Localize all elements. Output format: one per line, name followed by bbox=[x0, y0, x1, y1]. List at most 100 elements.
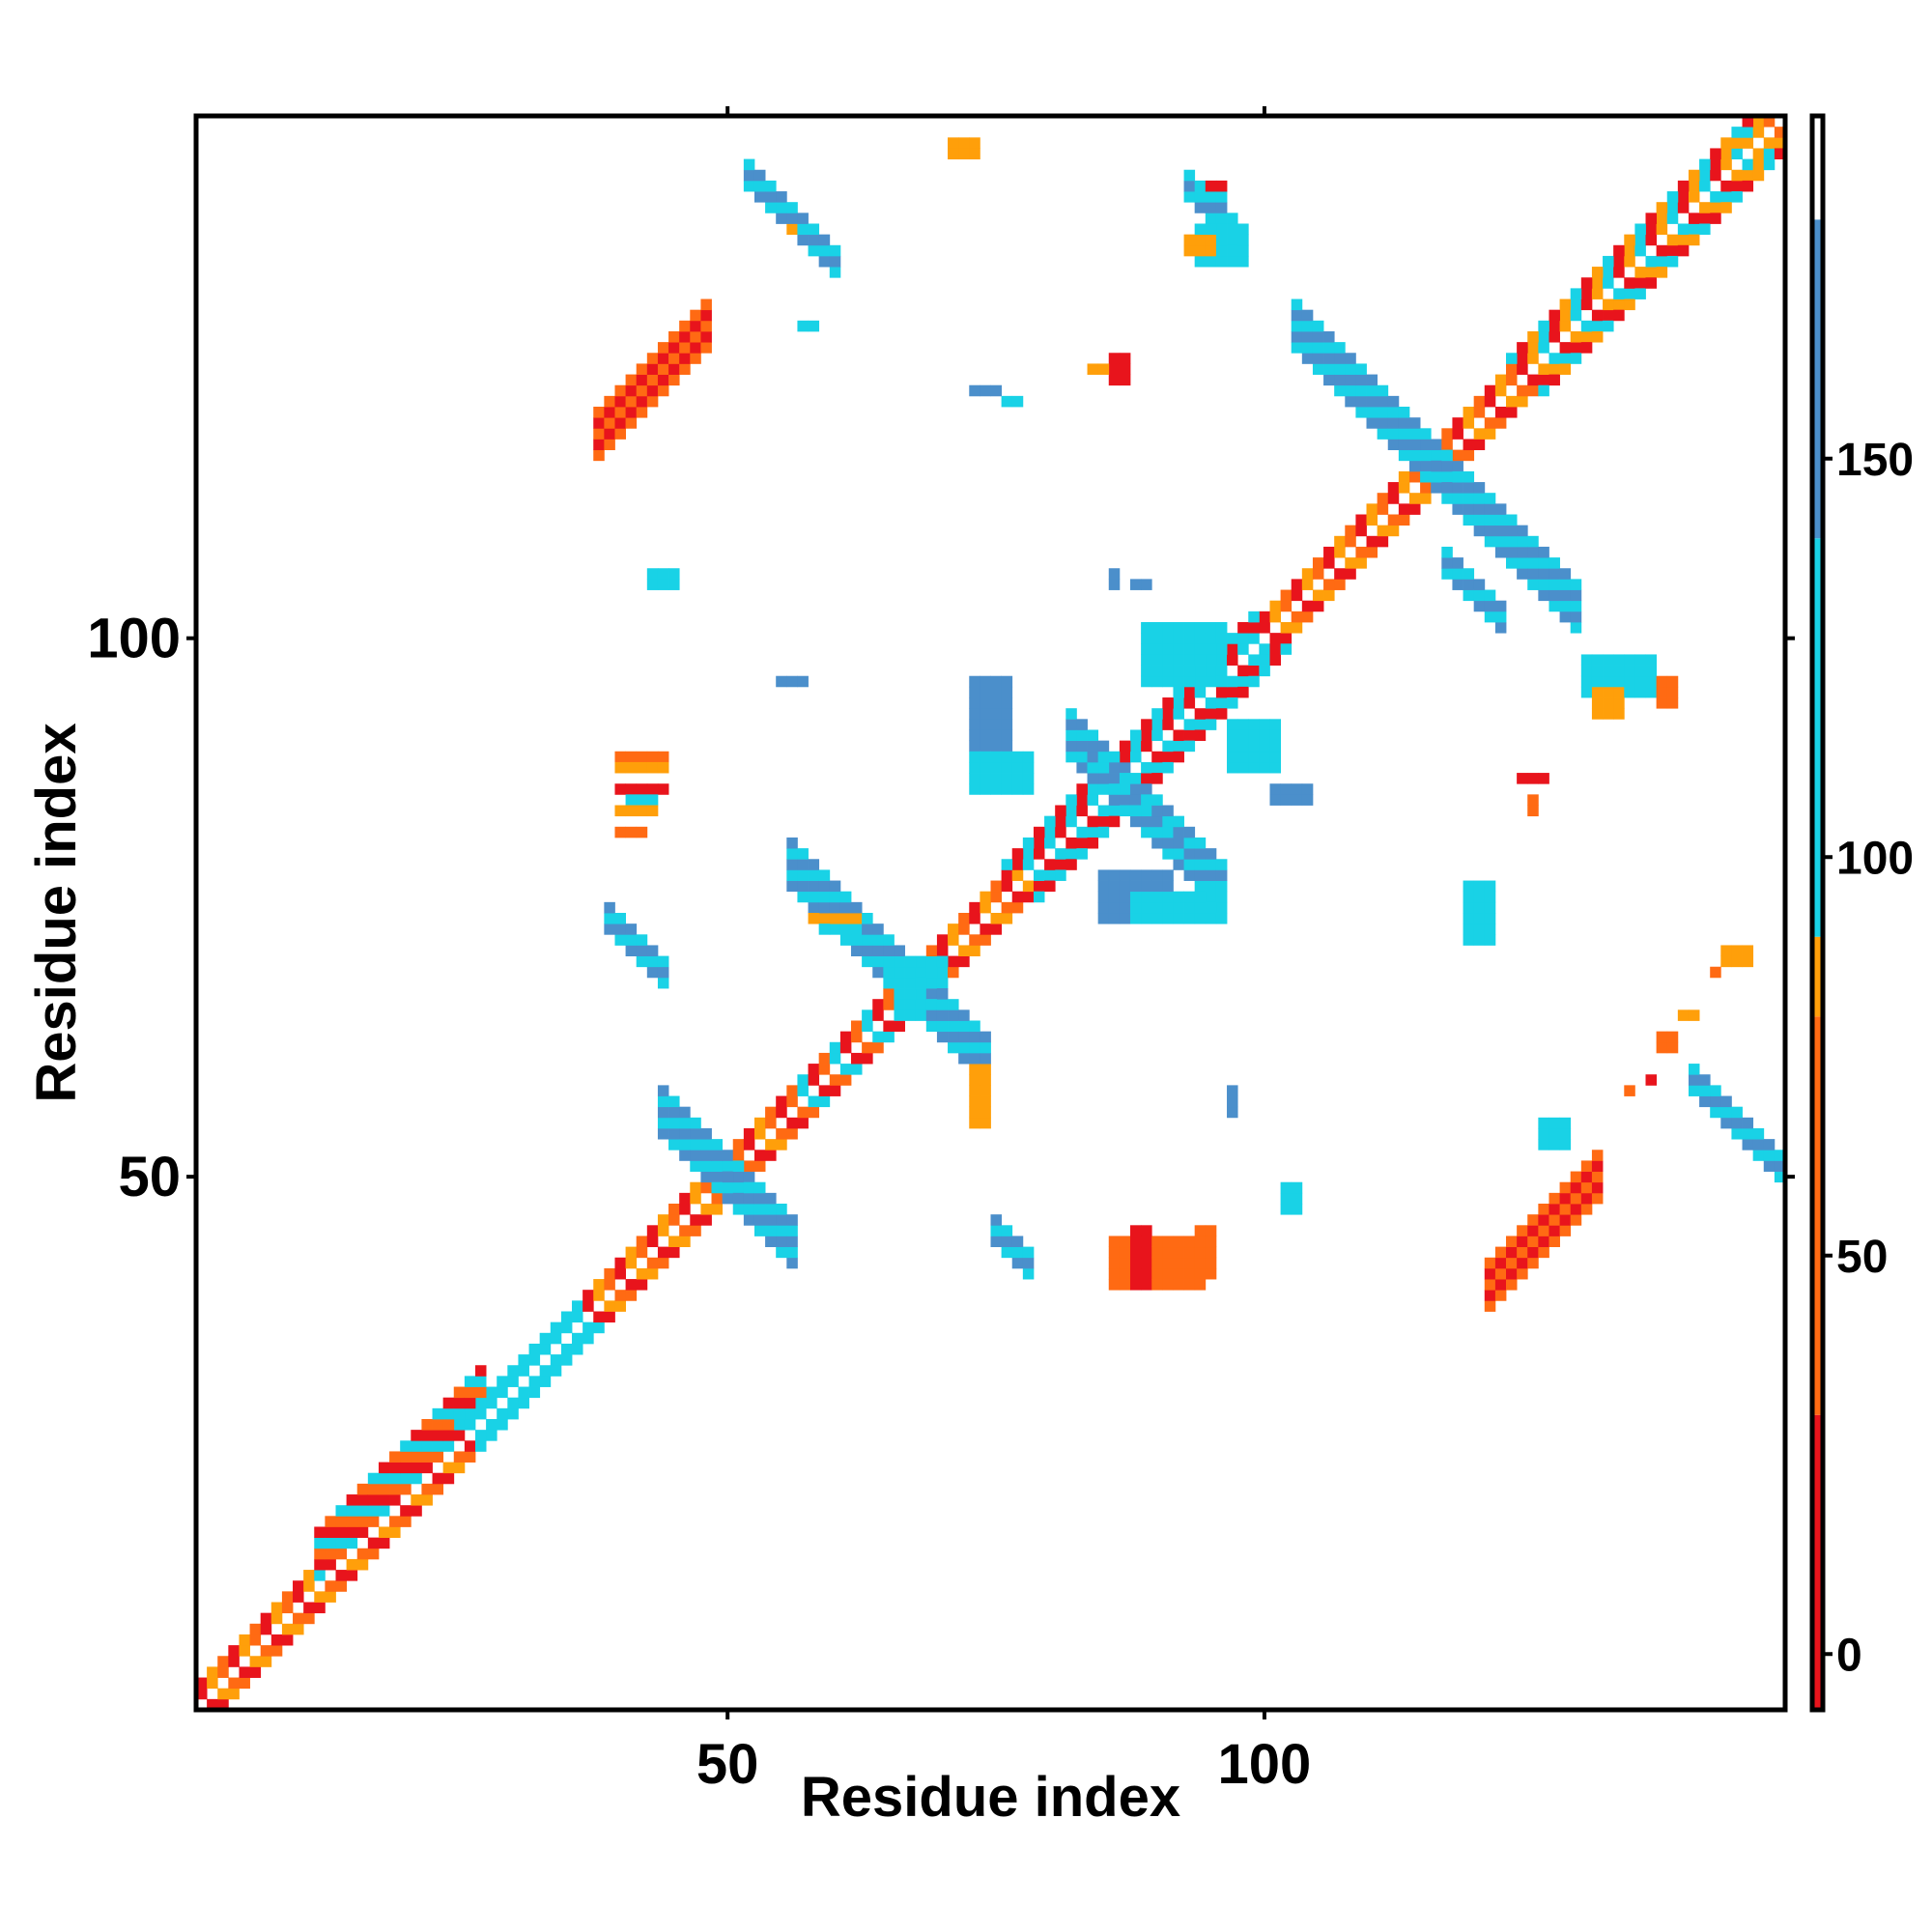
heatmap-cell bbox=[1538, 579, 1549, 590]
heatmap-cell bbox=[260, 1623, 272, 1635]
heatmap-cell bbox=[1420, 470, 1432, 483]
heatmap-cell bbox=[1129, 783, 1142, 795]
heatmap-cell bbox=[1162, 880, 1174, 893]
heatmap-cell bbox=[367, 1537, 380, 1549]
heatmap-cell bbox=[894, 1020, 905, 1033]
heatmap-cell bbox=[400, 1440, 412, 1452]
heatmap-cell bbox=[1710, 1085, 1721, 1096]
heatmap-cell bbox=[700, 320, 712, 332]
heatmap-cell bbox=[1065, 719, 1077, 730]
heatmap-cell bbox=[1119, 353, 1131, 364]
heatmap-cell bbox=[808, 1064, 820, 1075]
heatmap-cell bbox=[679, 1127, 691, 1140]
heatmap-cell bbox=[958, 137, 970, 149]
heatmap-cell bbox=[1506, 407, 1518, 418]
heatmap-cell bbox=[453, 1451, 466, 1463]
heatmap-cell bbox=[1613, 708, 1625, 720]
heatmap-cell bbox=[1559, 342, 1572, 354]
heatmap-cell bbox=[1517, 1225, 1528, 1236]
heatmap-cell bbox=[1022, 783, 1035, 795]
heatmap-cell bbox=[1237, 719, 1249, 730]
heatmap-cell bbox=[1452, 482, 1463, 494]
heatmap-cell bbox=[1591, 320, 1604, 332]
heatmap-cell bbox=[1591, 697, 1604, 709]
heatmap-cell bbox=[314, 1558, 326, 1571]
heatmap-cell bbox=[776, 1236, 787, 1248]
heatmap-cell bbox=[1774, 148, 1786, 159]
heatmap-cell bbox=[1076, 729, 1088, 742]
heatmap-cell bbox=[625, 761, 638, 774]
heatmap-cell bbox=[872, 934, 884, 946]
heatmap-cell bbox=[818, 244, 831, 257]
heatmap-cell bbox=[1280, 600, 1293, 612]
heatmap-cell bbox=[636, 783, 648, 795]
heatmap-cell bbox=[872, 966, 884, 979]
heatmap-cell bbox=[1129, 751, 1142, 763]
heatmap-cell bbox=[1763, 116, 1776, 128]
heatmap-cell bbox=[1517, 363, 1528, 375]
heatmap-cell bbox=[969, 1041, 980, 1054]
heatmap-cell bbox=[1624, 654, 1635, 666]
heatmap-cell bbox=[432, 1472, 444, 1485]
heatmap-cell bbox=[786, 1085, 798, 1096]
heatmap-cell bbox=[1194, 1267, 1207, 1280]
heatmap-cell bbox=[1301, 794, 1314, 806]
heatmap-cell bbox=[1334, 342, 1346, 354]
heatmap-cell bbox=[1119, 1257, 1131, 1269]
heatmap-cell bbox=[614, 1257, 626, 1269]
heatmap-cell bbox=[1580, 277, 1593, 289]
heatmap-cell bbox=[1055, 805, 1066, 817]
heatmap-cell bbox=[217, 1666, 229, 1678]
heatmap-cell bbox=[1183, 654, 1196, 666]
heatmap-cell bbox=[958, 955, 970, 968]
heatmap-cell bbox=[1237, 223, 1249, 236]
heatmap-cell bbox=[1570, 1214, 1582, 1226]
heatmap-cell bbox=[1001, 1225, 1013, 1236]
heatmap-cell bbox=[1441, 546, 1453, 558]
heatmap-cell bbox=[1452, 493, 1463, 504]
heatmap-cell bbox=[1173, 665, 1184, 677]
heatmap-cell bbox=[442, 1440, 455, 1452]
heatmap-cell bbox=[1484, 589, 1496, 602]
heatmap-cell bbox=[818, 913, 831, 924]
heatmap-cell bbox=[646, 395, 659, 408]
heatmap-cell bbox=[679, 330, 691, 343]
heatmap-cell bbox=[1666, 213, 1679, 224]
heatmap-cell bbox=[1666, 255, 1679, 268]
heatmap-cell bbox=[925, 1020, 938, 1033]
heatmap-cell bbox=[690, 330, 701, 343]
heatmap-cell bbox=[1506, 535, 1518, 548]
heatmap-cell bbox=[400, 1516, 412, 1527]
heatmap-cell bbox=[1591, 675, 1604, 688]
heatmap-cell bbox=[829, 923, 841, 935]
heatmap-cell bbox=[474, 1440, 487, 1452]
heatmap-cell bbox=[1645, 277, 1658, 289]
heatmap-cell bbox=[1355, 374, 1367, 386]
heatmap-cell bbox=[1097, 805, 1110, 817]
heatmap-cell bbox=[356, 1505, 369, 1517]
heatmap-cell bbox=[1011, 1257, 1024, 1269]
heatmap-cell bbox=[679, 320, 691, 332]
heatmap-cell bbox=[1162, 740, 1174, 753]
heatmap-cell bbox=[1355, 514, 1367, 526]
heatmap-cell bbox=[1517, 568, 1528, 580]
heatmap-cell bbox=[1227, 675, 1238, 688]
heatmap-cell bbox=[1001, 675, 1013, 688]
heatmap-cell bbox=[528, 1376, 541, 1387]
heatmap-cell bbox=[1570, 353, 1582, 364]
heatmap-cell bbox=[1055, 826, 1066, 838]
heatmap-cell bbox=[808, 223, 820, 236]
heatmap-cell bbox=[1065, 729, 1077, 742]
heatmap-cell bbox=[378, 1537, 390, 1549]
heatmap-cell bbox=[1119, 374, 1131, 386]
heatmap-cell bbox=[925, 966, 938, 979]
heatmap-cell bbox=[1377, 417, 1389, 429]
heatmap-cell bbox=[1215, 891, 1228, 903]
heatmap-cell bbox=[1580, 654, 1593, 666]
heatmap-cell bbox=[883, 966, 895, 979]
heatmap-cell bbox=[614, 913, 626, 924]
heatmap-cell bbox=[497, 1376, 508, 1387]
heatmap-cell bbox=[636, 363, 648, 375]
heatmap-cell bbox=[1001, 708, 1013, 720]
heatmap-cell bbox=[1237, 234, 1249, 246]
